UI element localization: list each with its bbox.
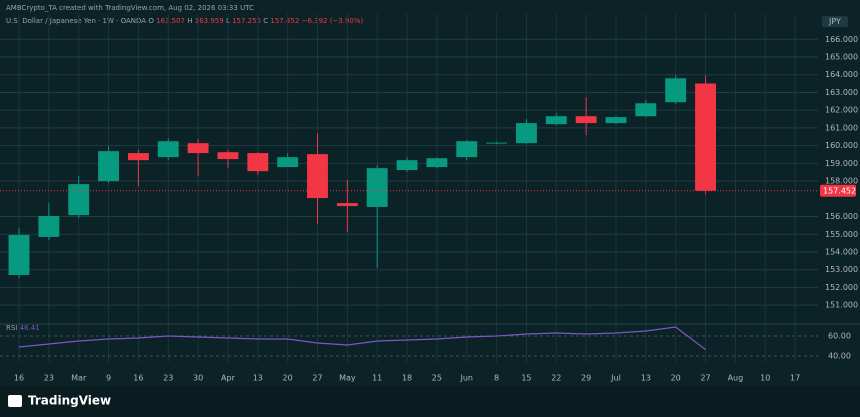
y-tick-label: 160.000 bbox=[825, 141, 858, 150]
x-tick-label: 27 bbox=[312, 374, 322, 383]
x-tick-label: 23 bbox=[44, 374, 54, 383]
y-tick-label: 151.000 bbox=[825, 301, 858, 310]
candle-body bbox=[635, 103, 657, 117]
x-tick-label: 15 bbox=[521, 374, 531, 383]
x-tick-label: May bbox=[339, 374, 356, 383]
rsi-legend: RSI 46.41 bbox=[6, 324, 40, 332]
candle-body bbox=[307, 154, 328, 199]
x-tick-label: 16 bbox=[133, 374, 143, 383]
y-tick-label: 154.000 bbox=[825, 247, 858, 256]
x-tick-label: Jul bbox=[610, 374, 621, 383]
candle-body bbox=[516, 123, 537, 144]
symbol-legend: U.S. Dollar / Japanese Yen · 1W · OANDA … bbox=[6, 17, 364, 25]
candle-body bbox=[695, 83, 716, 191]
x-tick-label: 27 bbox=[700, 374, 710, 383]
rsi-tick-label: 60.00 bbox=[828, 332, 851, 341]
footer bbox=[0, 386, 860, 417]
candle-body bbox=[456, 141, 478, 158]
candle-body bbox=[486, 142, 508, 144]
x-tick-label: 13 bbox=[253, 374, 263, 383]
currency: JPY bbox=[828, 17, 841, 26]
y-tick-label: 162.000 bbox=[825, 106, 858, 115]
y-tick-label: 155.000 bbox=[825, 230, 858, 239]
y-tick-label: 163.000 bbox=[825, 88, 858, 97]
x-tick-label: 22 bbox=[551, 374, 561, 383]
ohlc-key: H bbox=[187, 17, 192, 25]
currency-box bbox=[822, 16, 848, 27]
y-tick-label: 164.000 bbox=[825, 70, 858, 79]
y-tick-label: 159.000 bbox=[825, 159, 858, 168]
y-tick-label: 165.000 bbox=[825, 52, 858, 61]
ohlc-value: 157.255 bbox=[232, 17, 261, 25]
ohlc-key: C bbox=[263, 17, 268, 25]
x-tick-label: 23 bbox=[163, 374, 173, 383]
watermark: AMBCrypto_TA created with TradingView.co… bbox=[6, 4, 254, 12]
candle-body bbox=[187, 143, 209, 154]
x-tick-label: 16 bbox=[14, 374, 24, 383]
x-tick-label: 18 bbox=[402, 374, 412, 383]
ohlc-key: O bbox=[148, 17, 154, 25]
y-tick-label: 153.000 bbox=[825, 265, 858, 274]
y-tick-label: 161.000 bbox=[825, 123, 858, 132]
rsi-name: RSI bbox=[6, 324, 17, 332]
y-tick-label: 152.000 bbox=[825, 283, 858, 292]
y-tick-label: 158.000 bbox=[825, 177, 858, 186]
candle-body bbox=[217, 152, 239, 160]
candle-body bbox=[98, 151, 119, 182]
x-tick-label: Jun bbox=[460, 374, 474, 383]
x-tick-label: Aug bbox=[728, 374, 744, 383]
candle-body bbox=[8, 234, 30, 276]
x-tick-label: 20 bbox=[283, 374, 293, 383]
rsi-value: 46.41 bbox=[20, 324, 40, 332]
brand: TradingView bbox=[28, 394, 111, 408]
y-tick-label: 156.000 bbox=[825, 212, 858, 221]
x-tick-label: 30 bbox=[193, 374, 203, 383]
ohlc-value: 163.959 bbox=[195, 17, 224, 25]
x-tick-label: 17 bbox=[790, 374, 800, 383]
y-tick-label: 166.000 bbox=[825, 35, 858, 44]
x-tick-label: 8 bbox=[494, 374, 499, 383]
change: −6.392 (−3.90%) bbox=[302, 17, 364, 25]
rsi-tick-label: 40.00 bbox=[828, 352, 851, 361]
last-price-label: 157.452 bbox=[823, 186, 856, 195]
last-price-box bbox=[820, 184, 856, 197]
candle-body bbox=[396, 160, 418, 171]
candle-body bbox=[277, 157, 299, 168]
candle-body bbox=[336, 203, 358, 207]
candle-body bbox=[545, 116, 567, 125]
x-tick-label: 13 bbox=[641, 374, 651, 383]
x-tick-label: 10 bbox=[760, 374, 770, 383]
candle-body bbox=[665, 78, 687, 103]
ohlc-value: 163.507 bbox=[156, 17, 185, 25]
brand-icon bbox=[8, 395, 22, 407]
candle-body bbox=[68, 184, 90, 216]
candle-body bbox=[247, 153, 269, 172]
candle-body bbox=[157, 141, 179, 158]
x-tick-label: 9 bbox=[106, 374, 111, 383]
candle-body bbox=[38, 215, 60, 237]
candle-body bbox=[366, 168, 388, 207]
candle-body bbox=[605, 117, 627, 124]
x-tick-label: Mar bbox=[71, 374, 87, 383]
x-tick-label: 20 bbox=[671, 374, 681, 383]
ohlc-value: 157.452 bbox=[270, 17, 299, 25]
x-tick-label: 11 bbox=[372, 374, 382, 383]
x-tick-label: 29 bbox=[581, 374, 591, 383]
x-tick-label: Apr bbox=[221, 374, 236, 383]
x-tick-label: 25 bbox=[432, 374, 442, 383]
symbol: U.S. Dollar / Japanese Yen · 1W · OANDA bbox=[6, 17, 146, 25]
candle-body bbox=[127, 153, 149, 161]
candle-body bbox=[575, 116, 597, 124]
candle-body bbox=[426, 158, 448, 168]
rsi-line bbox=[18, 326, 706, 351]
